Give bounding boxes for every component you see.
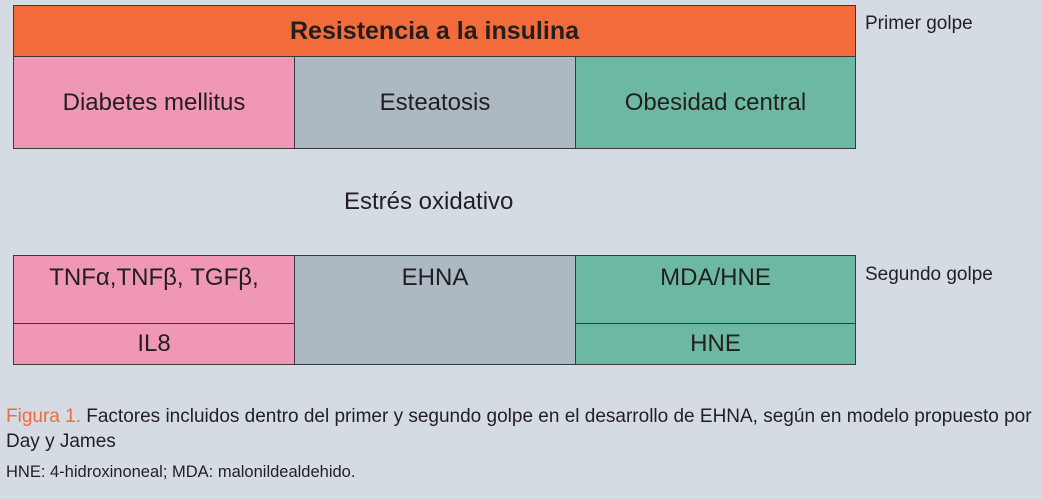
esteatosis-box: Esteatosis [294,56,576,149]
segundo-golpe-label: Segundo golpe [865,264,993,285]
il8-box: IL8 [13,323,295,365]
diabetes-label: Diabetes mellitus [62,88,246,116]
mda-hne-label: MDA/HNE [660,264,771,291]
ehna-box: EHNA [294,255,576,365]
figure-number: Figura 1. [6,406,81,427]
ehna-label: EHNA [401,264,469,291]
obesidad-box: Obesidad central [575,56,856,149]
figure-caption: Figura 1. Factores incluidos dentro del … [6,404,1036,454]
mda-hne-box: MDA/HNE [575,255,856,324]
diabetes-box: Diabetes mellitus [13,56,295,149]
insulin-resistance-label: Resistencia a la insulina [289,16,579,45]
hne-box: HNE [575,323,856,365]
caption-text: Factores incluidos dentro del primer y s… [6,406,1032,452]
cytokines-box: TNFα,TNFβ, TGFβ, [13,255,295,324]
cytokines-label: TNFα,TNFβ, TGFβ, [49,264,259,291]
hne-label: HNE [690,330,741,357]
obesidad-label: Obesidad central [624,88,807,116]
insulin-resistance-header: Resistencia a la insulina [13,5,856,57]
primer-golpe-label: Primer golpe [865,13,973,34]
estres-oxidativo-label: Estrés oxidativo [344,188,514,215]
esteatosis-label: Esteatosis [379,88,491,116]
il8-label: IL8 [137,330,171,357]
abbreviation-note: HNE: 4-hidroxinoneal; MDA: malonildealde… [6,463,356,481]
